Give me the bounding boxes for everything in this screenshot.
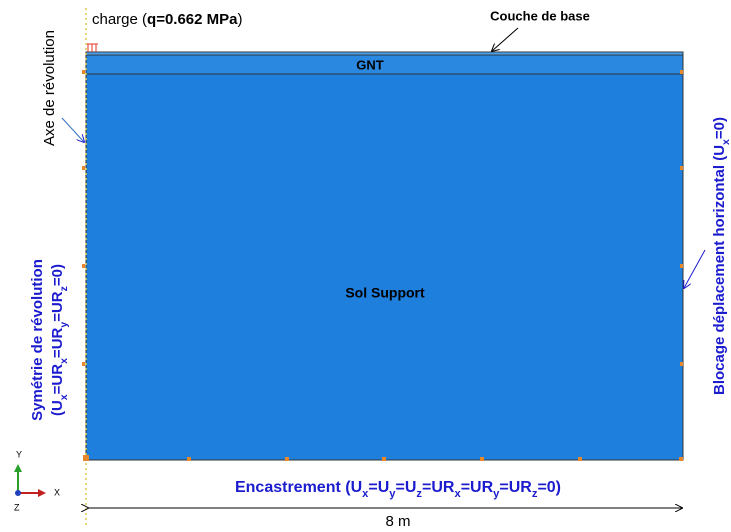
x-axis-label: X xyxy=(54,487,60,497)
text-segment: =U xyxy=(368,479,389,496)
horizontal-block-arrow xyxy=(684,249,706,288)
text-segment: =UR xyxy=(422,479,455,496)
text-segment: z xyxy=(58,286,70,291)
text-segment: Blocage déplacement horizontal (U xyxy=(711,145,728,395)
text-segment: =0) xyxy=(711,117,728,139)
gnt-layer xyxy=(85,54,684,75)
text-segment: ) xyxy=(238,11,243,28)
base-layer-arrow xyxy=(492,27,519,51)
axis-triad: Y X Z xyxy=(14,449,60,512)
text-segment: Encastrement (U xyxy=(235,479,362,496)
text-segment: =UR xyxy=(49,291,66,322)
load-label: charge (q=0.662 MPa) xyxy=(92,11,243,28)
width-label: 8 m xyxy=(385,513,410,530)
axis-arrow xyxy=(61,117,84,142)
text-segment: y xyxy=(493,488,500,500)
load-arrows xyxy=(87,43,98,52)
boundary-markers xyxy=(82,70,683,461)
text-segment: x xyxy=(454,488,461,500)
text-segment: =UR xyxy=(461,479,494,496)
gnt-label: GNT xyxy=(356,57,384,72)
text-segment: x xyxy=(58,394,70,400)
axis-label: Axe de révolution xyxy=(41,30,58,146)
text-segment: z xyxy=(532,488,538,500)
text-segment: =0) xyxy=(49,264,66,286)
z-axis-label: Z xyxy=(14,502,20,512)
fixed-support-label: Encastrement (Ux=Uy=Uz=URx=URy=URz=0) xyxy=(235,479,561,500)
sol-label: Sol Support xyxy=(345,285,425,301)
symmetry-label: Symétrie de révolution xyxy=(29,259,46,421)
text-segment: q=0.662 MPa xyxy=(147,11,238,28)
text-segment: =U xyxy=(396,479,417,496)
text-segment: z xyxy=(416,488,422,500)
base-layer xyxy=(85,51,684,56)
text-segment: =0) xyxy=(537,479,561,496)
text-segment: x xyxy=(720,139,731,145)
text-segment: y xyxy=(389,488,396,500)
text-segment: =UR xyxy=(499,479,532,496)
base-layer-label: Couche de base xyxy=(490,8,590,23)
sol-support-layer xyxy=(85,51,684,461)
horizontal-block-label: Blocage déplacement horizontal (Ux=0) xyxy=(711,117,731,395)
text-segment: x xyxy=(58,358,70,364)
text-segment: y xyxy=(58,322,70,328)
text-segment: =UR xyxy=(49,364,66,395)
text-segment: x xyxy=(362,488,369,500)
text-segment: charge ( xyxy=(92,11,147,28)
symmetry-conditions: (Ux=URx=URy=URz=0) xyxy=(49,264,70,416)
y-axis-label: Y xyxy=(16,449,22,459)
text-segment: (U xyxy=(49,400,66,416)
text-segment: =UR xyxy=(49,327,66,358)
